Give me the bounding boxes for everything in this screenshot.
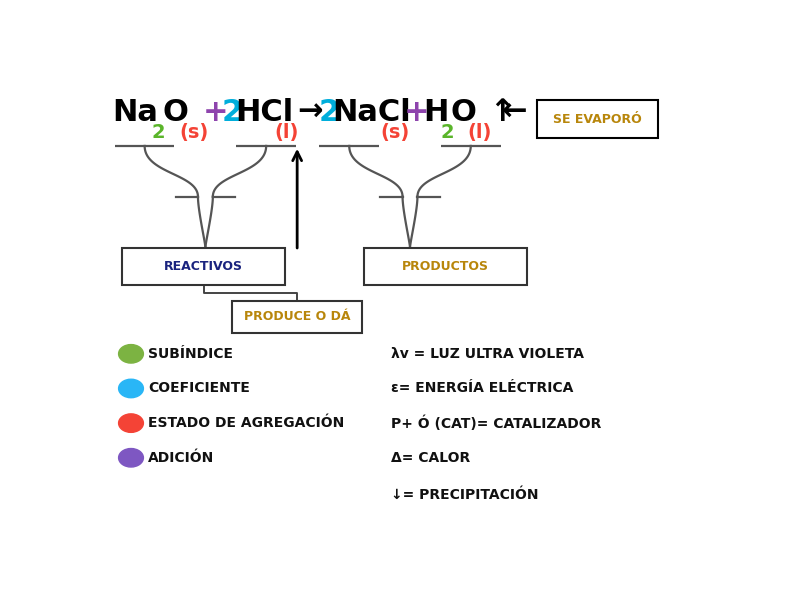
Circle shape xyxy=(118,414,143,433)
Text: P+ Ó (CAT)= CATALIZADOR: P+ Ó (CAT)= CATALIZADOR xyxy=(391,415,602,431)
Text: O: O xyxy=(450,98,476,127)
FancyBboxPatch shape xyxy=(232,301,362,333)
Text: COEFICIENTE: COEFICIENTE xyxy=(148,382,250,395)
Text: PRODUCE O DÁ: PRODUCE O DÁ xyxy=(244,310,350,323)
Text: SE EVAPORÓ: SE EVAPORÓ xyxy=(553,113,642,125)
Text: (s): (s) xyxy=(381,123,410,142)
Circle shape xyxy=(118,449,143,467)
Text: REACTIVOS: REACTIVOS xyxy=(164,260,243,273)
Text: ↑: ↑ xyxy=(489,98,514,127)
Text: Na: Na xyxy=(112,98,158,127)
Text: (s): (s) xyxy=(179,123,209,142)
Text: ADICIÓN: ADICIÓN xyxy=(148,451,214,465)
Text: →: → xyxy=(297,98,322,127)
Text: +: + xyxy=(404,98,430,127)
FancyBboxPatch shape xyxy=(363,248,527,284)
Circle shape xyxy=(118,344,143,363)
Text: H: H xyxy=(423,98,448,127)
Text: +: + xyxy=(202,98,228,127)
Text: ←: ← xyxy=(502,98,527,127)
Text: HCl: HCl xyxy=(235,98,294,127)
Text: ESTADO DE AGREGACIÓN: ESTADO DE AGREGACIÓN xyxy=(148,416,345,430)
Text: Δ= CALOR: Δ= CALOR xyxy=(391,451,470,465)
Text: ε= ENERGÍA ELÉCTRICA: ε= ENERGÍA ELÉCTRICA xyxy=(391,382,574,395)
Text: (l): (l) xyxy=(274,123,298,142)
FancyBboxPatch shape xyxy=(122,248,286,284)
Circle shape xyxy=(118,379,143,398)
Text: (l): (l) xyxy=(467,123,491,142)
Text: 2: 2 xyxy=(440,123,454,142)
Text: PRODUCTOS: PRODUCTOS xyxy=(402,260,489,273)
Text: 2: 2 xyxy=(151,123,165,142)
Text: 2: 2 xyxy=(318,98,339,127)
Text: λv = LUZ ULTRA VIOLETA: λv = LUZ ULTRA VIOLETA xyxy=(391,347,584,361)
Text: SUBÍNDICE: SUBÍNDICE xyxy=(148,347,234,361)
Text: O: O xyxy=(162,98,189,127)
Text: ↓= PRECIPITACIÓN: ↓= PRECIPITACIÓN xyxy=(391,488,539,502)
FancyBboxPatch shape xyxy=(537,100,658,138)
Text: NaCl: NaCl xyxy=(332,98,410,127)
Text: 2: 2 xyxy=(222,98,242,127)
